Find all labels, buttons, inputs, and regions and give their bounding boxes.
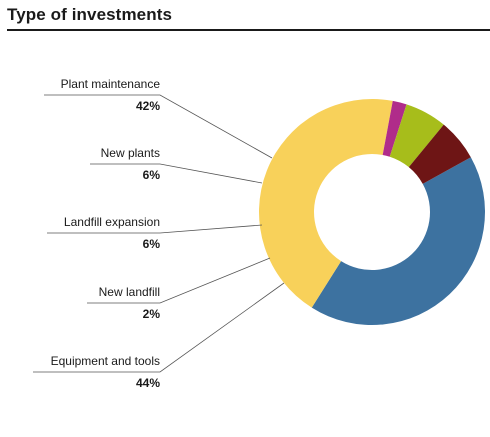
slice-landfill-expansion xyxy=(389,104,444,168)
chart-title: Type of investments xyxy=(7,5,173,24)
slice-value-plant-maintenance: 42% xyxy=(136,99,160,113)
leader-line-landfill-expansion xyxy=(47,224,263,234)
slice-label-equipment-and-tools: Equipment and tools xyxy=(51,354,160,368)
leader-line-equipment-and-tools xyxy=(33,282,285,373)
slice-label-new-landfill: New landfill xyxy=(99,285,160,299)
slice-label-landfill-expansion: Landfill expansion xyxy=(64,215,160,229)
slice-label-new-plants: New plants xyxy=(101,146,160,160)
leader-line-plant-maintenance xyxy=(44,94,273,159)
slice-new-plants xyxy=(408,124,471,184)
slice-value-new-plants: 6% xyxy=(143,168,161,182)
leader-line-new-plants xyxy=(90,163,263,184)
slice-value-landfill-expansion: 6% xyxy=(143,237,161,251)
title-rule xyxy=(7,29,490,31)
slice-new-landfill xyxy=(382,100,407,157)
slice-value-equipment-and-tools: 44% xyxy=(136,376,160,390)
leader-line-new-landfill xyxy=(87,257,271,304)
slice-plant-maintenance xyxy=(311,157,485,326)
slice-value-new-landfill: 2% xyxy=(143,307,161,321)
slice-equipment-and-tools xyxy=(258,98,393,308)
slice-label-plant-maintenance: Plant maintenance xyxy=(61,77,161,91)
